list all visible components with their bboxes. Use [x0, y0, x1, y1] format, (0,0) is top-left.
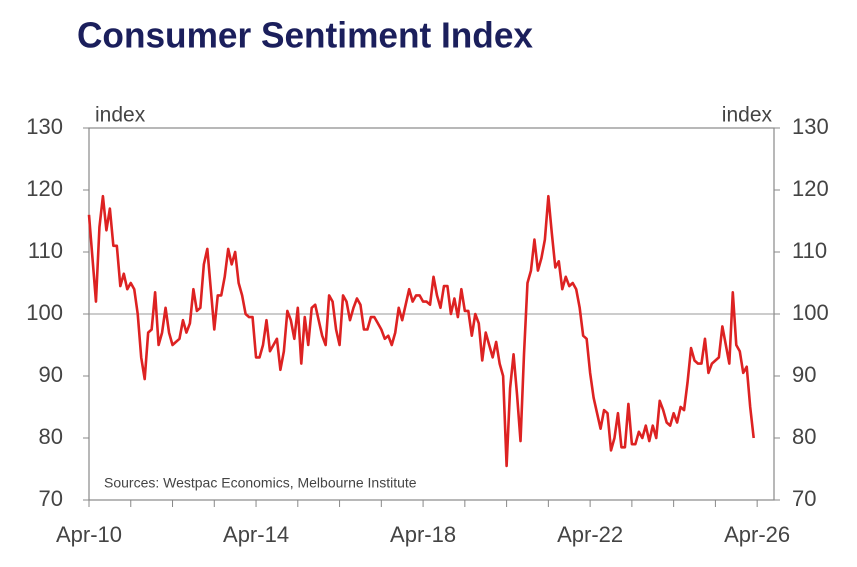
- y2-tick-label: 90: [792, 362, 816, 387]
- y-tick-label: 130: [26, 114, 63, 139]
- y2-tick-label: 120: [792, 176, 829, 201]
- source-note: Sources: Westpac Economics, Melbourne In…: [104, 475, 417, 491]
- y2-tick-label: 130: [792, 114, 829, 139]
- x-tick-label: Apr-26: [724, 522, 790, 547]
- data-line: [87, 194, 755, 468]
- x-tick-label: Apr-10: [56, 522, 122, 547]
- y2-axis-label: index: [722, 104, 773, 127]
- x-tick-label: Apr-22: [557, 522, 623, 547]
- chart-title: Consumer Sentiment Index: [77, 15, 533, 56]
- x-tick-label: Apr-14: [223, 522, 289, 547]
- y-axis-label: index: [95, 104, 146, 127]
- y2-tick-label: 80: [792, 424, 816, 449]
- y-tick-label: 70: [39, 486, 63, 511]
- y-tick-label: 90: [39, 362, 63, 387]
- y2-tick-label: 100: [792, 300, 829, 325]
- y-tick-label: 120: [26, 176, 63, 201]
- y-tick-label: 110: [28, 238, 63, 263]
- x-tick-label: Apr-18: [390, 522, 456, 547]
- y2-tick-label: 70: [792, 486, 816, 511]
- y-tick-label: 80: [39, 424, 63, 449]
- y2-tick-label: 110: [792, 238, 827, 263]
- y-tick-label: 100: [26, 300, 63, 325]
